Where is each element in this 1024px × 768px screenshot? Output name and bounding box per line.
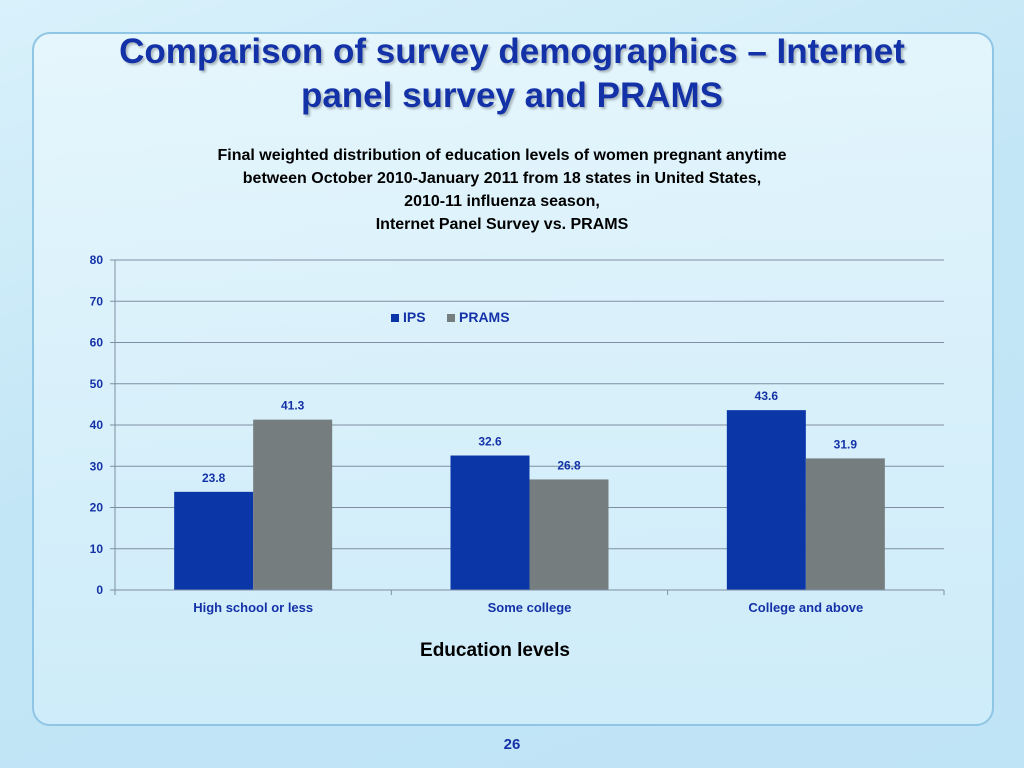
chart-title-line-2: between October 2010-January 2011 from 1… [242, 170, 762, 187]
x-tick-label: Some college [488, 600, 572, 615]
y-tick-label: 10 [90, 542, 104, 556]
chart-title-line-3: 2010-11 influenza season, [404, 193, 600, 210]
legend-swatch-prams [447, 314, 455, 322]
x-axis-title: Education levels [420, 640, 570, 661]
legend-swatch-ips [391, 314, 399, 322]
x-tick-label: High school or less [193, 600, 313, 615]
chart-title-line-1: Final weighted distribution of education… [217, 147, 787, 164]
legend-label-ips: IPS [403, 309, 426, 325]
data-label: 31.9 [834, 437, 858, 451]
bar-ips [174, 491, 254, 590]
slide-title-line-2: panel survey and PRAMS [300, 76, 724, 115]
chart-title: Final weighted distribution of education… [100, 144, 904, 236]
y-tick-label: 80 [90, 253, 104, 267]
bar-prams [805, 458, 885, 590]
data-label: 23.8 [202, 471, 226, 485]
bar-prams [529, 479, 609, 590]
data-label: 32.6 [478, 435, 502, 449]
y-tick-label: 50 [90, 377, 104, 391]
y-tick-label: 70 [90, 294, 104, 308]
data-label: 43.6 [755, 389, 779, 403]
data-label: 26.8 [557, 458, 581, 472]
y-tick-label: 40 [90, 418, 104, 432]
chart-title-line-4: Internet Panel Survey vs. PRAMS [375, 216, 629, 233]
slide-panel [32, 32, 994, 726]
y-tick-label: 0 [96, 583, 103, 597]
y-tick-label: 30 [90, 459, 104, 473]
y-tick-label: 20 [90, 501, 104, 515]
slide-number: 26 [503, 736, 521, 753]
data-label: 41.3 [281, 399, 305, 413]
y-tick-label: 60 [90, 336, 104, 350]
x-tick-label: College and above [748, 600, 863, 615]
bar-ips [726, 410, 806, 590]
slide-title: Comparison of survey demographics – Inte… [40, 30, 984, 118]
slide-title-line-1: Comparison of survey demographics – Inte… [119, 32, 905, 71]
bar-prams [253, 419, 333, 590]
bar-ips [450, 455, 530, 590]
legend-label-prams: PRAMS [459, 309, 510, 325]
